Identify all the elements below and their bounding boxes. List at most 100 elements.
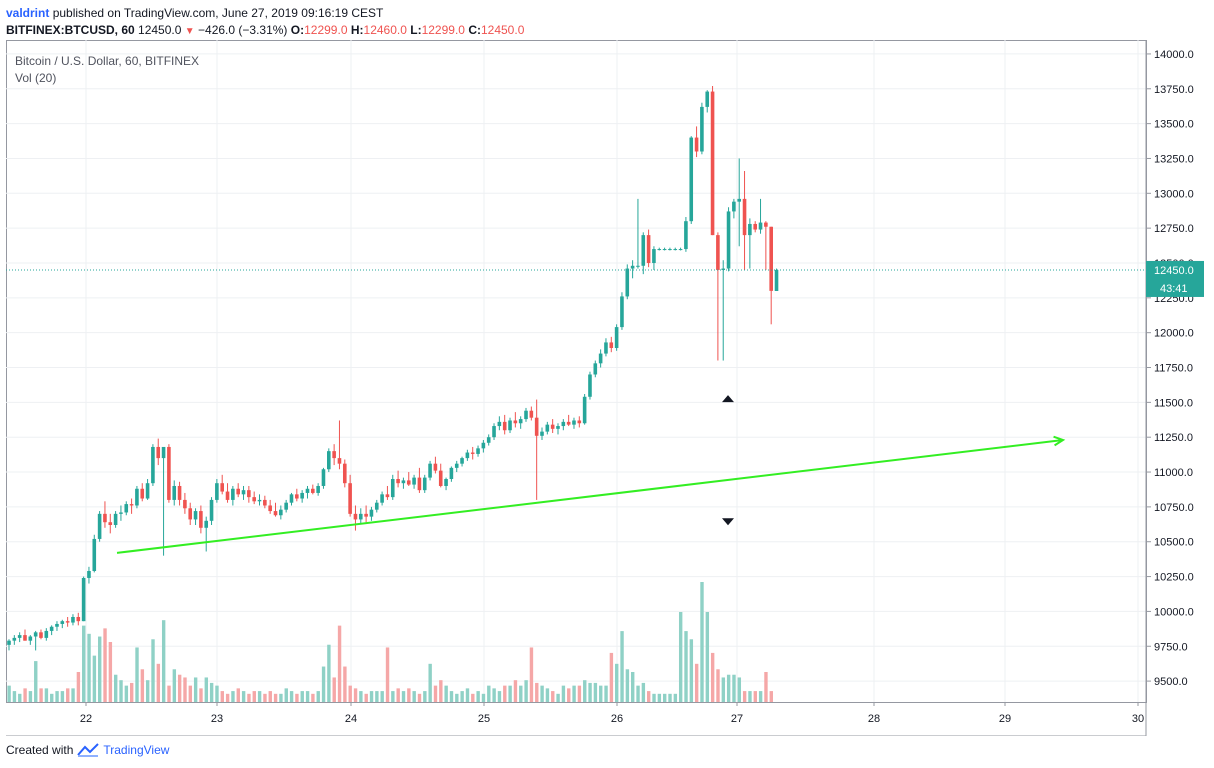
volume-bar xyxy=(28,691,33,702)
candle-body xyxy=(215,483,219,500)
candle-body xyxy=(438,470,443,486)
candle-body xyxy=(177,485,182,500)
price-tick-label: 9750.0 xyxy=(1154,641,1188,653)
current-price-label-bg xyxy=(1146,260,1204,297)
tradingview-brand[interactable]: TradingView xyxy=(103,743,170,757)
volume-bar xyxy=(508,685,512,702)
candle-body xyxy=(284,502,288,510)
candle-body xyxy=(737,198,742,202)
volume-bar xyxy=(23,688,27,702)
volume-bar xyxy=(92,655,97,702)
volume-bar xyxy=(556,693,560,702)
candle-body xyxy=(508,420,512,431)
volume-bar xyxy=(465,688,470,702)
volume-bar xyxy=(268,691,272,702)
low-marker-icon xyxy=(722,518,734,526)
volume-bar xyxy=(343,666,347,702)
volume-bar xyxy=(577,685,582,702)
price-tick-label: 13500.0 xyxy=(1154,119,1194,131)
candle-body xyxy=(273,511,278,516)
volume-bar xyxy=(604,685,608,702)
volume-bar xyxy=(561,685,566,702)
volume-bar xyxy=(647,691,651,702)
candle-body xyxy=(161,446,166,459)
candle-body xyxy=(7,640,11,645)
candle-body xyxy=(316,485,320,493)
candle-body xyxy=(60,621,65,624)
candle-body xyxy=(406,480,411,485)
low-value: 12299.0 xyxy=(421,23,465,37)
candle-body xyxy=(470,452,475,454)
down-arrow-icon: ▼ xyxy=(184,26,195,37)
volume-bar xyxy=(716,669,720,702)
price-chart[interactable]: 9500.0 9750.0 10000.0 10250.0 10500.0 10750.0… xyxy=(6,40,1208,737)
candle-body xyxy=(524,410,528,420)
volume-bar xyxy=(129,682,134,702)
candle-body xyxy=(23,635,27,641)
volume-bar xyxy=(167,685,171,702)
volume-bar xyxy=(124,685,129,702)
candle-body xyxy=(236,488,240,495)
candle-body xyxy=(369,509,374,517)
candle-body xyxy=(300,492,304,499)
candle-body xyxy=(769,226,773,291)
candle-body xyxy=(28,636,33,641)
price-tick-label: 11500.0 xyxy=(1154,397,1193,409)
volume-bar xyxy=(204,677,209,702)
candle-body xyxy=(321,469,326,486)
candle-body xyxy=(193,511,198,520)
candle-body xyxy=(390,479,395,498)
candle-body xyxy=(348,483,352,514)
candle-body xyxy=(204,520,209,528)
candle-body xyxy=(342,463,347,484)
volume-bar xyxy=(540,685,544,702)
candle-body xyxy=(561,421,566,427)
volume-bar xyxy=(236,688,240,702)
volume-bar xyxy=(545,688,550,702)
volume-bar xyxy=(247,693,251,702)
candle-body xyxy=(135,488,139,506)
volume-bar xyxy=(401,691,406,702)
candle-body xyxy=(183,499,187,509)
volume-bar xyxy=(364,693,368,702)
volume-bar xyxy=(668,693,672,702)
volume-bar xyxy=(66,688,70,702)
volume-bar xyxy=(652,693,656,702)
chart-area[interactable]: 9500.0 9750.0 10000.0 10250.0 10500.0 10750.0… xyxy=(6,40,1208,737)
candle-body xyxy=(502,421,507,431)
volume-bar xyxy=(337,625,342,702)
volume-bar xyxy=(678,612,683,702)
volume-bar xyxy=(396,688,400,702)
candle-body xyxy=(454,463,459,468)
author-link[interactable]: valdrint xyxy=(6,6,50,20)
volume-bar xyxy=(215,685,219,702)
volume-bar xyxy=(145,680,150,702)
price-tick-label: 11250.0 xyxy=(1154,432,1193,444)
candle-body xyxy=(289,494,294,503)
candle-body xyxy=(748,223,752,236)
high-value: 12460.0 xyxy=(363,23,407,37)
candle-body xyxy=(758,222,763,230)
candle-body xyxy=(593,363,598,375)
volume-bar xyxy=(199,688,203,702)
candle-body xyxy=(556,426,560,429)
candle-body xyxy=(513,420,518,424)
candle-body xyxy=(566,421,571,425)
volume-bar xyxy=(55,691,59,702)
candle-body xyxy=(380,494,384,503)
candle-body xyxy=(279,509,283,516)
candle-body xyxy=(401,480,406,484)
volume-bar xyxy=(12,691,17,702)
volume-bar xyxy=(726,674,731,702)
candle-body xyxy=(673,249,678,251)
volume-bar xyxy=(161,620,166,702)
candle-body xyxy=(486,437,491,443)
volume-bar xyxy=(439,680,443,702)
candle-body xyxy=(710,91,715,236)
candle-body xyxy=(742,198,747,236)
date-tick-label: 30 xyxy=(1132,713,1144,725)
volume-bar xyxy=(673,693,678,702)
candle-body xyxy=(657,249,662,251)
candle-body xyxy=(209,499,214,521)
volume-bar xyxy=(183,677,187,702)
